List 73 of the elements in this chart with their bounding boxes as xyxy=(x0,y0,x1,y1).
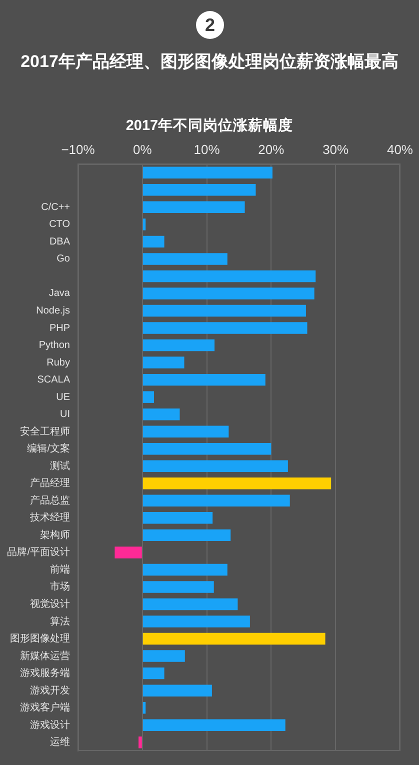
y-tick-label: 游戏设计 xyxy=(30,718,70,731)
bar xyxy=(142,684,212,696)
y-tick-label: SCALA xyxy=(37,374,70,386)
y-tick-label: Go xyxy=(56,254,70,265)
y-tick-label: 游戏开发 xyxy=(30,684,70,696)
y-tick-label: 品牌/平面设计 xyxy=(7,546,70,558)
bar xyxy=(138,736,142,748)
bar xyxy=(142,667,164,680)
chart-subtitle: 2017年不同岗位涨薪幅度 xyxy=(124,116,294,136)
bar xyxy=(142,702,146,714)
x-tick-label: −10% xyxy=(61,142,96,157)
y-tick-label: 游戏服务端 xyxy=(20,667,70,680)
y-tick-label: C/C++ xyxy=(41,202,70,213)
y-tick-label: CTO xyxy=(49,219,70,230)
bar xyxy=(142,426,229,438)
x-tick-label: 0% xyxy=(133,142,152,157)
bar xyxy=(142,408,180,420)
bar xyxy=(142,391,154,403)
y-tick-label: 游戏客户端 xyxy=(20,702,70,714)
y-tick-label: 图形图像处理 xyxy=(10,632,70,645)
bar xyxy=(142,184,256,196)
bar xyxy=(142,512,213,524)
y-tick-label: DBA xyxy=(49,236,70,248)
bar xyxy=(142,598,238,610)
bar xyxy=(142,201,245,214)
bar xyxy=(142,236,164,248)
bar xyxy=(142,356,184,368)
y-tick-label: PHP xyxy=(49,322,70,334)
y-tick-label: 运维 xyxy=(50,736,70,748)
bar xyxy=(142,288,314,300)
bar xyxy=(142,443,272,455)
bar xyxy=(142,632,326,645)
y-tick-label: 产品总监 xyxy=(30,494,70,506)
bar xyxy=(142,650,185,662)
x-tick-label: 20% xyxy=(258,142,285,157)
y-tick-label: 架构师 xyxy=(40,528,70,541)
y-tick-label: 技术经理 xyxy=(29,512,70,524)
y-tick-label: 视觉设计 xyxy=(30,598,70,610)
y-tick-label: 市场 xyxy=(50,580,70,593)
bar xyxy=(142,564,228,576)
bar xyxy=(142,253,228,265)
bar xyxy=(142,304,306,317)
bar xyxy=(142,374,266,386)
bar xyxy=(142,478,332,490)
chart-title: 2017年产品经理、图形图像处理岗位薪资涨幅最高 xyxy=(20,51,400,73)
bar xyxy=(142,270,316,282)
x-tick-label: 30% xyxy=(322,142,350,157)
y-tick-label: 产品经理 xyxy=(30,477,70,490)
y-tick-label: 测试 xyxy=(50,460,70,472)
bar xyxy=(142,581,214,593)
bar xyxy=(142,719,286,731)
y-tick-label: UI xyxy=(60,409,70,420)
x-tick-label: 10% xyxy=(194,142,220,157)
x-tick-label: 40% xyxy=(386,142,414,157)
y-tick-label: 编辑/文案 xyxy=(27,442,70,455)
bar xyxy=(142,218,146,230)
bar xyxy=(142,322,308,334)
y-tick-label: 前端 xyxy=(50,563,70,576)
y-tick-label: Python xyxy=(38,340,70,352)
bar xyxy=(142,166,272,179)
bar xyxy=(142,494,290,507)
y-tick-label: Java xyxy=(48,288,70,300)
bar xyxy=(142,460,288,472)
bar xyxy=(142,616,250,628)
y-tick-label: Node.js xyxy=(36,306,70,316)
y-tick-label: Ruby xyxy=(46,357,70,368)
bar xyxy=(142,339,215,352)
y-tick-label: 算法 xyxy=(50,615,70,628)
y-tick-label: 新媒体运营 xyxy=(20,650,70,662)
bar xyxy=(142,529,231,542)
bar xyxy=(114,546,142,558)
y-tick-label: UE xyxy=(56,392,70,403)
y-tick-label: 安全工程师 xyxy=(20,425,70,438)
